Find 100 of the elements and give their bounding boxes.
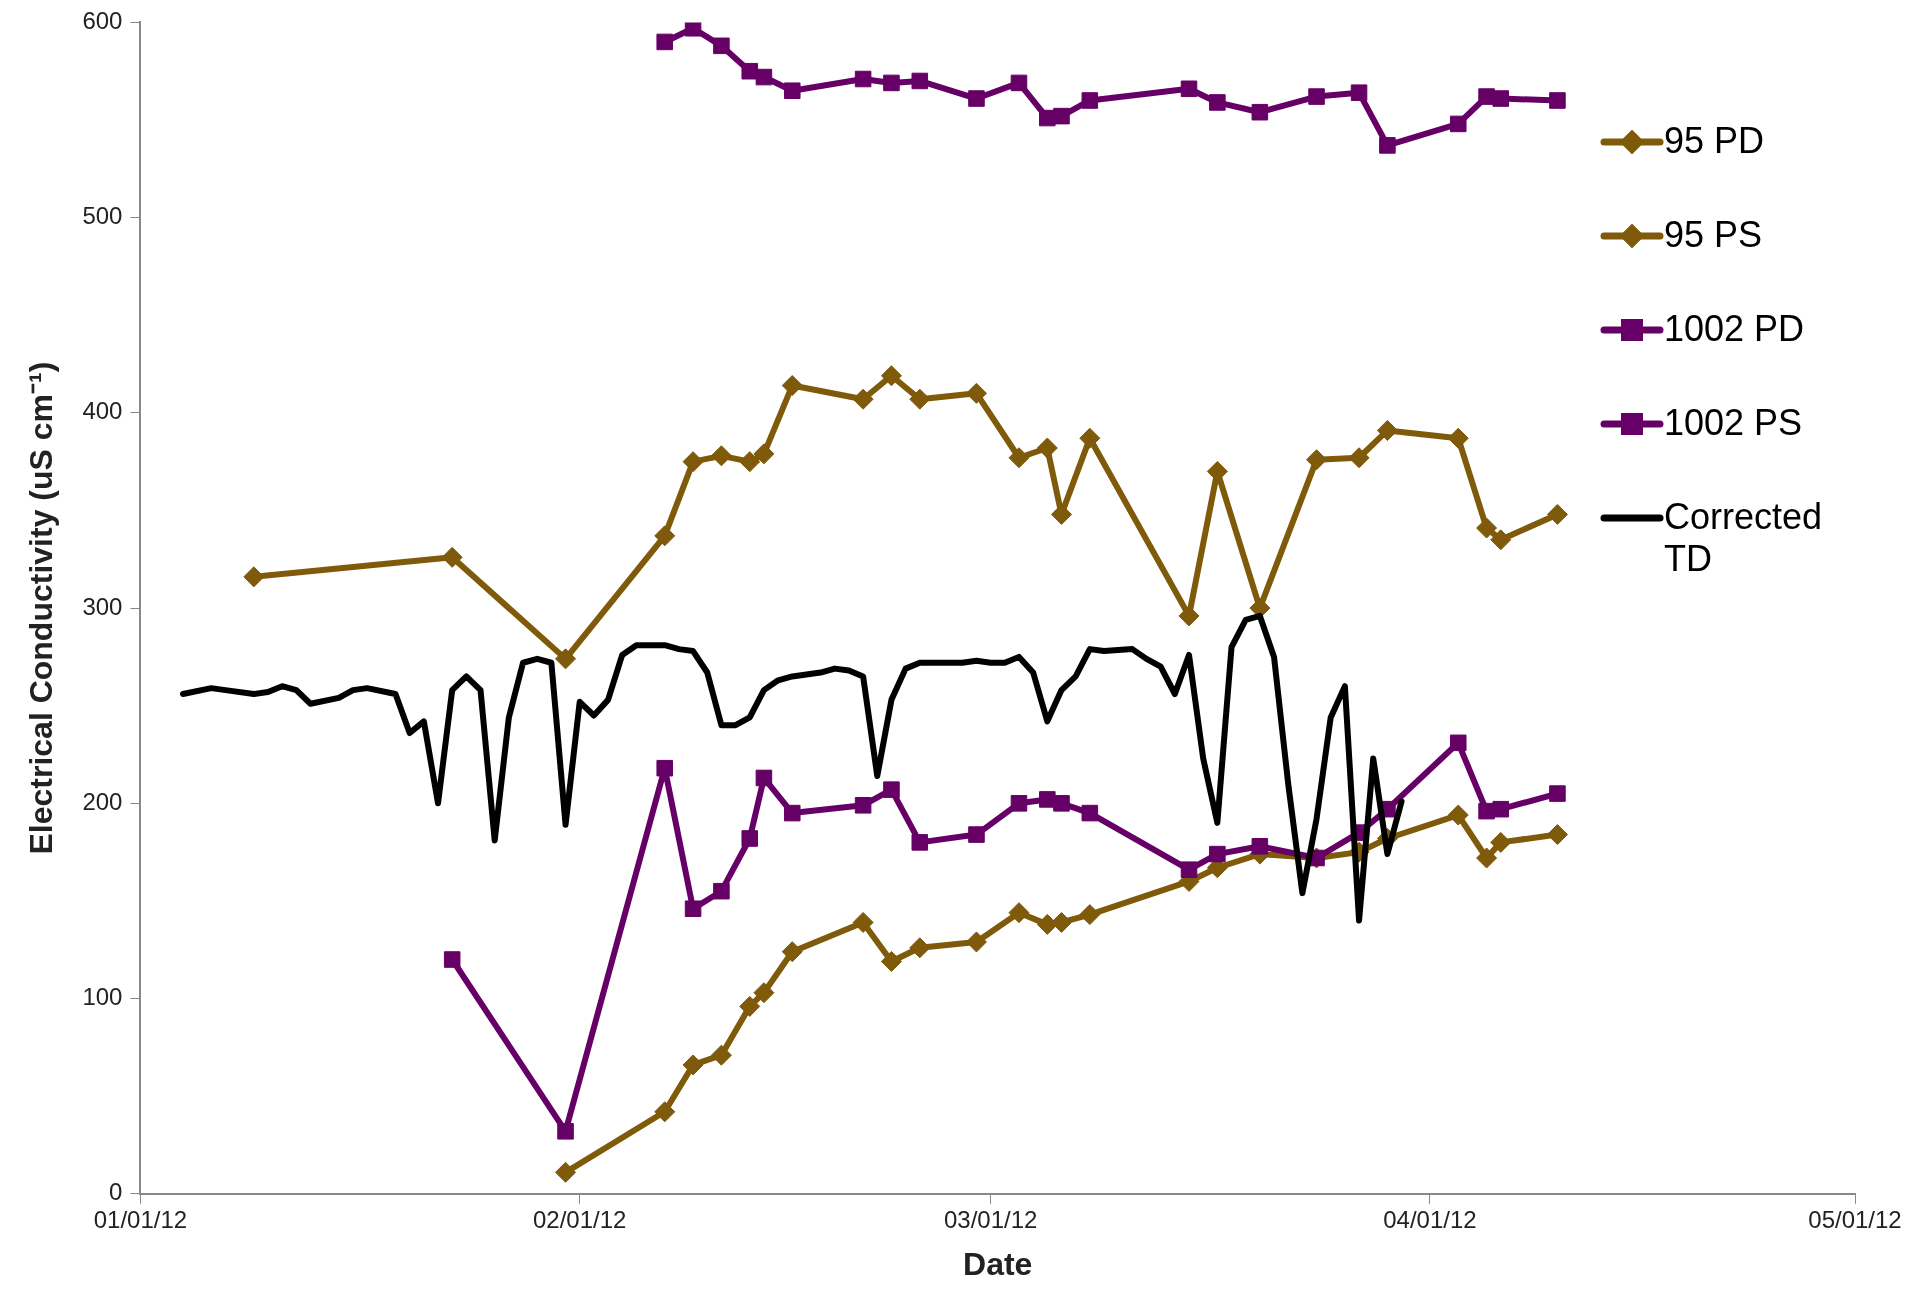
x-tick-label: 05/01/12	[1808, 1205, 1902, 1233]
point	[1050, 911, 1072, 933]
point	[781, 941, 803, 963]
legend-label: 1002 PD	[1664, 308, 1805, 350]
point	[854, 70, 872, 88]
point	[1036, 913, 1058, 935]
point	[1251, 838, 1269, 855]
x-tick-label: 01/01/12	[93, 1205, 188, 1233]
x-tick-label: 03/01/12	[943, 1205, 1038, 1233]
point	[1476, 847, 1498, 869]
point	[555, 1161, 577, 1183]
point	[713, 37, 730, 55]
legend-label: 1002 PS	[1664, 402, 1803, 444]
y-tick-label: 500	[82, 202, 123, 230]
point	[1490, 831, 1512, 853]
point	[1447, 804, 1469, 826]
point	[1449, 734, 1467, 752]
point	[557, 1123, 574, 1140]
point	[1251, 103, 1269, 121]
point	[880, 365, 902, 387]
point	[755, 68, 773, 86]
point	[911, 72, 929, 90]
point	[739, 995, 761, 1017]
point	[682, 1054, 704, 1076]
point	[1180, 861, 1198, 878]
point	[1081, 804, 1099, 822]
point	[1379, 137, 1396, 154]
point	[1546, 503, 1568, 525]
point	[1490, 529, 1512, 551]
point	[656, 33, 674, 51]
point	[753, 982, 775, 1004]
point	[1079, 904, 1101, 926]
legend-label: 95 PD	[1664, 120, 1765, 162]
point	[911, 834, 929, 851]
point	[1308, 88, 1325, 105]
point	[654, 1101, 676, 1123]
point	[781, 375, 803, 397]
point	[1209, 94, 1226, 111]
point	[684, 22, 702, 37]
point	[441, 546, 463, 568]
point	[1008, 447, 1030, 469]
point	[968, 826, 985, 843]
point	[1180, 80, 1198, 98]
point	[1348, 447, 1370, 469]
y-tick-label: 600	[82, 7, 123, 35]
point	[1036, 437, 1058, 459]
point	[1008, 902, 1030, 924]
point	[883, 781, 900, 798]
x-tick-label: 04/01/12	[1383, 1205, 1477, 1233]
point	[883, 74, 900, 92]
point	[1476, 517, 1498, 539]
point	[1079, 427, 1101, 449]
point	[753, 443, 775, 465]
point	[1549, 92, 1566, 109]
point	[243, 566, 265, 588]
point	[783, 804, 801, 822]
point	[1376, 419, 1398, 441]
point	[741, 830, 759, 847]
point	[909, 937, 931, 959]
point	[783, 82, 801, 100]
point	[854, 797, 872, 814]
y-tick-label: 300	[82, 592, 123, 620]
y-tick-label: 200	[82, 787, 123, 815]
point	[1492, 800, 1510, 818]
point	[739, 451, 761, 473]
point	[1010, 795, 1028, 812]
point	[710, 1044, 732, 1066]
point	[682, 451, 704, 473]
point	[710, 445, 732, 467]
point	[1306, 449, 1328, 471]
point	[1449, 115, 1467, 133]
legend-label: 95 PS	[1664, 214, 1763, 256]
point	[443, 951, 461, 968]
legend-label: Corrected TD	[1664, 496, 1824, 580]
y-tick-label: 0	[109, 1178, 123, 1206]
point	[852, 911, 874, 933]
point	[684, 900, 702, 918]
point	[1350, 84, 1368, 101]
point	[968, 90, 985, 107]
point	[713, 882, 730, 900]
point	[1178, 605, 1200, 627]
point	[555, 648, 577, 670]
point	[1010, 74, 1028, 92]
point	[880, 950, 902, 972]
point	[852, 388, 874, 410]
point	[1053, 795, 1070, 812]
point	[656, 759, 674, 777]
point	[755, 769, 773, 787]
point	[1209, 845, 1226, 863]
y-tick-label: 400	[82, 397, 123, 425]
point	[654, 525, 676, 547]
point	[1081, 92, 1099, 109]
point	[1546, 824, 1568, 846]
point	[1549, 785, 1566, 802]
point	[1447, 427, 1469, 449]
point	[1492, 90, 1510, 107]
point	[965, 931, 987, 953]
y-tick-label: 100	[82, 983, 123, 1011]
y-axis-title: Electrical Conductivity (uS cm⁻¹)	[23, 361, 60, 855]
point	[1053, 107, 1070, 125]
